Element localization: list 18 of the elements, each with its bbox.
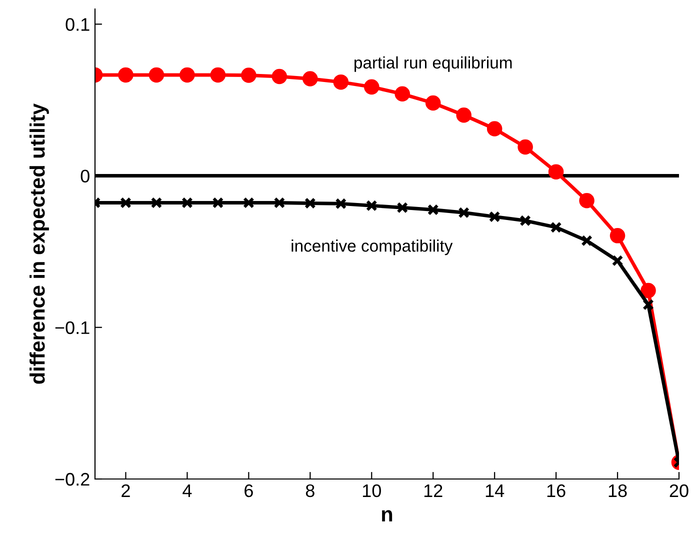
- x-axis-title: n: [382, 510, 392, 522]
- y-tick-label: −0.1: [55, 321, 90, 334]
- x-tick-label: 12: [424, 484, 442, 497]
- x-tick-label: 2: [122, 484, 130, 497]
- series-label: incentive compatibility: [292, 240, 453, 256]
- y-tick-label: 0.1: [66, 18, 90, 31]
- x-tick-label: 6: [244, 484, 253, 498]
- x-tick-label: 8: [306, 484, 314, 498]
- x-tick-label: 10: [362, 484, 381, 498]
- x-tick-label: 16: [547, 484, 566, 498]
- series-label: partial run equilibrium: [354, 56, 512, 72]
- y-tick-label: 0: [80, 170, 90, 182]
- x-tick-label: 14: [486, 484, 504, 497]
- x-tick-label: 4: [182, 484, 192, 497]
- x-tick-label: 18: [608, 484, 627, 498]
- x-tick-label: 20: [670, 484, 688, 498]
- y-axis-title: difference in expected utility: [30, 103, 49, 384]
- y-tick-label: −0.2: [55, 472, 90, 486]
